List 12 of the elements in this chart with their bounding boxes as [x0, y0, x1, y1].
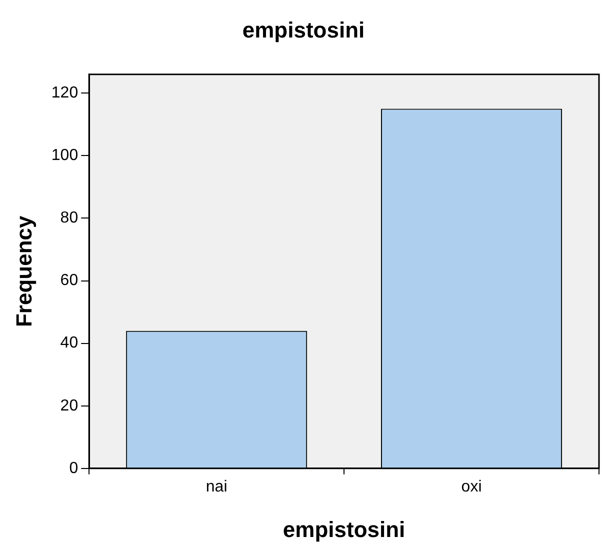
y-axis-title: Frequency: [11, 215, 36, 328]
y-tick-label: 80: [60, 210, 78, 227]
y-tick-label: 0: [69, 460, 78, 477]
chart-title: empistosini: [242, 17, 365, 42]
y-tick-label: 120: [51, 84, 78, 102]
x-tick-label: oxi: [461, 478, 482, 496]
x-axis-title: empistosini: [282, 516, 406, 542]
y-tick-label: 20: [60, 397, 78, 414]
y-tick-label: 60: [60, 272, 78, 290]
x-tick-label: nai: [206, 478, 228, 496]
y-tick-label: 40: [60, 334, 78, 352]
y-tick-label: 100: [51, 147, 78, 164]
